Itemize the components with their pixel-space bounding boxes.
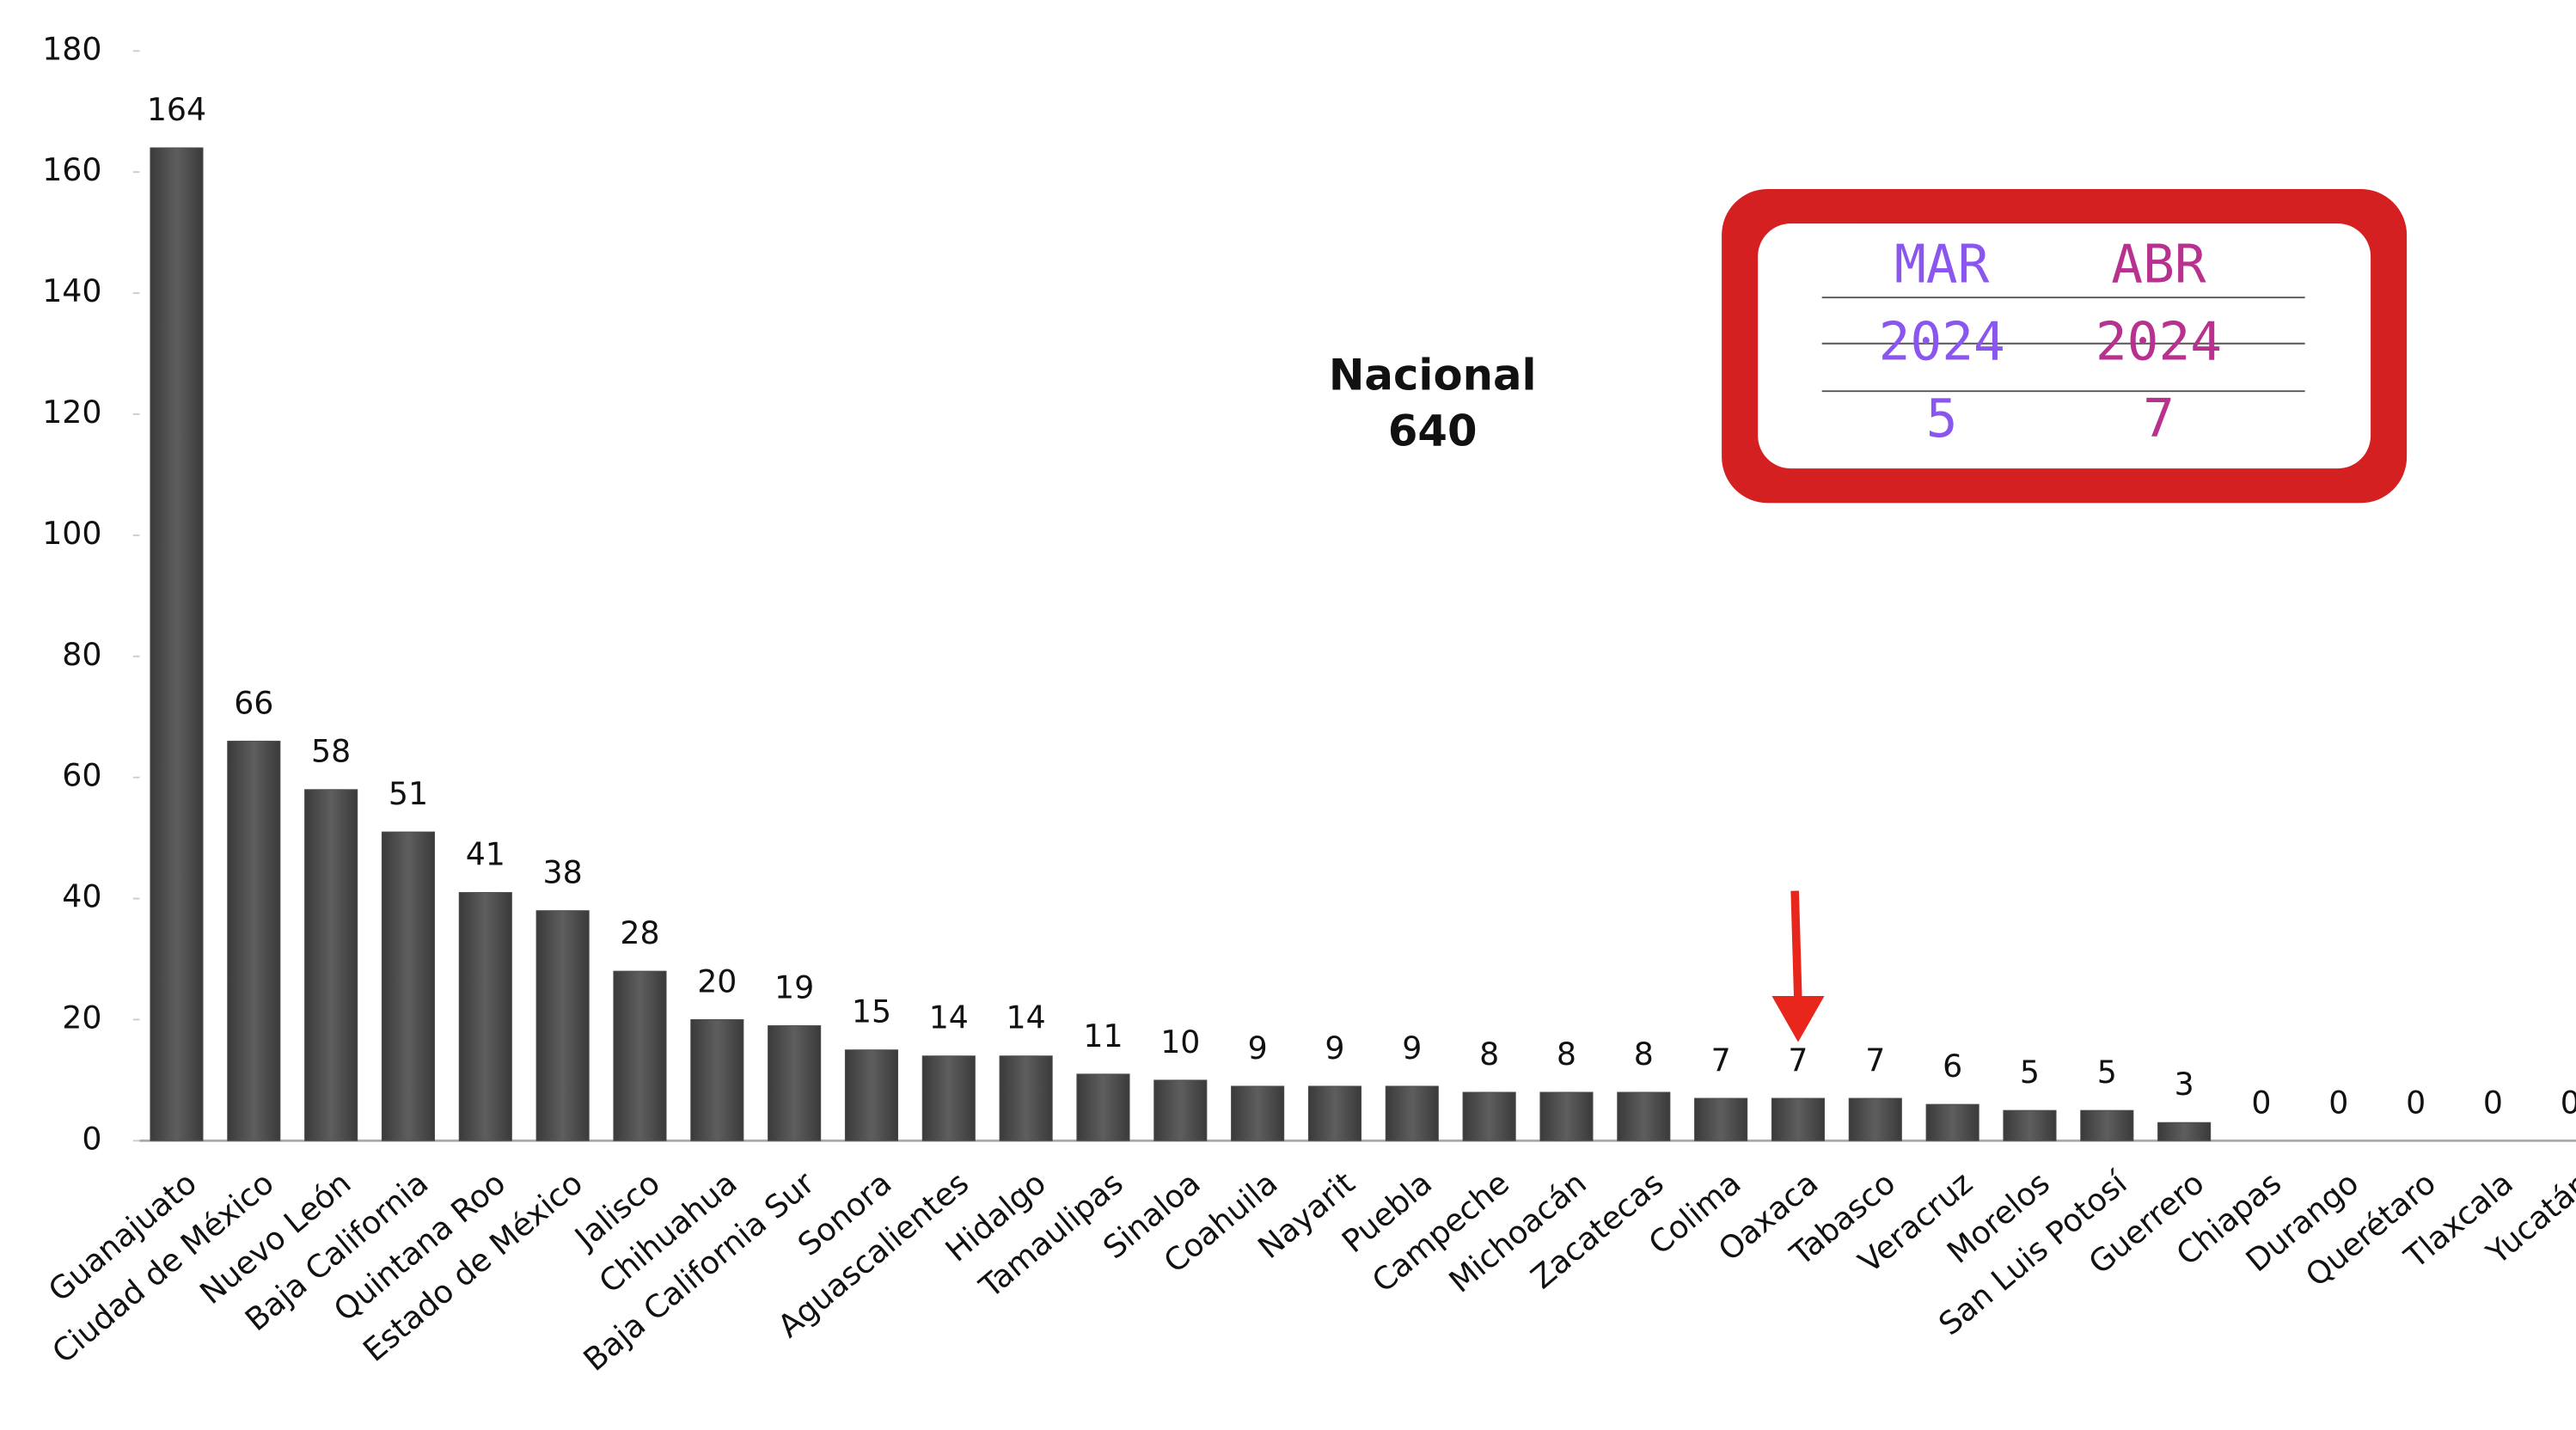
data-label: 20	[697, 962, 737, 999]
bar	[1153, 1079, 1208, 1141]
box-month: MAR	[1894, 234, 1990, 295]
data-label: 7	[1788, 1042, 1808, 1079]
box-value: 5	[1926, 388, 1958, 449]
data-label: 0	[2328, 1084, 2348, 1121]
data-label: 11	[1083, 1018, 1123, 1054]
bar	[227, 740, 281, 1141]
data-label: 14	[1007, 999, 1046, 1036]
bar	[2157, 1121, 2212, 1141]
bar	[1694, 1097, 1748, 1141]
bar	[150, 147, 204, 1141]
data-label: 58	[311, 733, 351, 770]
y-tick-label: 100	[42, 515, 101, 552]
bar	[1307, 1085, 1362, 1141]
data-label: 28	[620, 914, 659, 951]
data-label: 7	[1865, 1042, 1885, 1079]
data-label: 14	[929, 999, 969, 1036]
box-year: 2024	[2096, 311, 2222, 372]
data-label: 5	[2020, 1054, 2040, 1091]
y-tick-label: 140	[42, 272, 101, 309]
data-label: 19	[774, 969, 814, 1005]
bar	[999, 1055, 1053, 1141]
box-inner	[1758, 223, 2371, 469]
data-label: 0	[2561, 1084, 2576, 1121]
bar	[844, 1049, 899, 1141]
bar	[1771, 1097, 1826, 1141]
data-label: 7	[1711, 1042, 1731, 1079]
data-label: 41	[466, 835, 505, 872]
data-label: 164	[147, 91, 206, 128]
arrow-head	[1771, 996, 1825, 1042]
bar	[1462, 1091, 1516, 1141]
bar	[1385, 1085, 1439, 1141]
bar	[1076, 1073, 1130, 1141]
bar	[2080, 1109, 2134, 1141]
data-label: 9	[1325, 1030, 1344, 1066]
bar	[921, 1055, 976, 1141]
annotation-label: Nacional	[1329, 350, 1537, 400]
y-tick-label: 80	[62, 636, 101, 673]
bar	[690, 1018, 744, 1141]
data-label: 10	[1160, 1024, 1200, 1060]
data-label: 3	[2175, 1066, 2194, 1103]
box-year: 2024	[1879, 311, 2005, 372]
data-label: 66	[234, 684, 273, 721]
data-label: 9	[1402, 1030, 1422, 1066]
y-tick-label: 20	[62, 999, 101, 1036]
data-label: 8	[1557, 1036, 1576, 1072]
data-label: 51	[389, 775, 428, 812]
y-tick-label: 40	[62, 878, 101, 915]
bar	[768, 1025, 822, 1141]
bar	[2003, 1109, 2057, 1141]
data-label: 0	[2251, 1084, 2271, 1121]
bar	[1617, 1091, 1671, 1141]
data-label: 15	[852, 993, 891, 1030]
y-tick-label: 0	[82, 1120, 101, 1157]
data-label: 0	[2406, 1084, 2426, 1121]
data-label: 6	[1943, 1048, 1962, 1085]
data-label: 5	[2097, 1054, 2117, 1091]
bar	[1539, 1091, 1594, 1141]
y-tick-label: 160	[42, 151, 101, 188]
box-month: ABR	[2111, 234, 2206, 295]
bar	[1848, 1097, 1902, 1141]
box-value: 7	[2143, 388, 2175, 449]
bar	[381, 831, 436, 1141]
bar	[1925, 1103, 1979, 1141]
arrow	[1790, 890, 1802, 1003]
bar	[304, 789, 358, 1141]
y-tick-label: 60	[62, 757, 101, 794]
y-tick-label: 180	[42, 30, 101, 67]
data-label: 38	[543, 854, 583, 891]
bar	[1231, 1085, 1285, 1141]
data-label: 0	[2483, 1084, 2503, 1121]
annotation-value: 640	[1388, 406, 1478, 455]
bar	[613, 970, 667, 1141]
data-label: 9	[1248, 1030, 1268, 1066]
bar	[458, 892, 512, 1141]
data-label: 8	[1634, 1036, 1654, 1072]
data-label: 8	[1479, 1036, 1499, 1072]
y-tick-label: 120	[42, 394, 101, 431]
bar	[535, 910, 590, 1141]
